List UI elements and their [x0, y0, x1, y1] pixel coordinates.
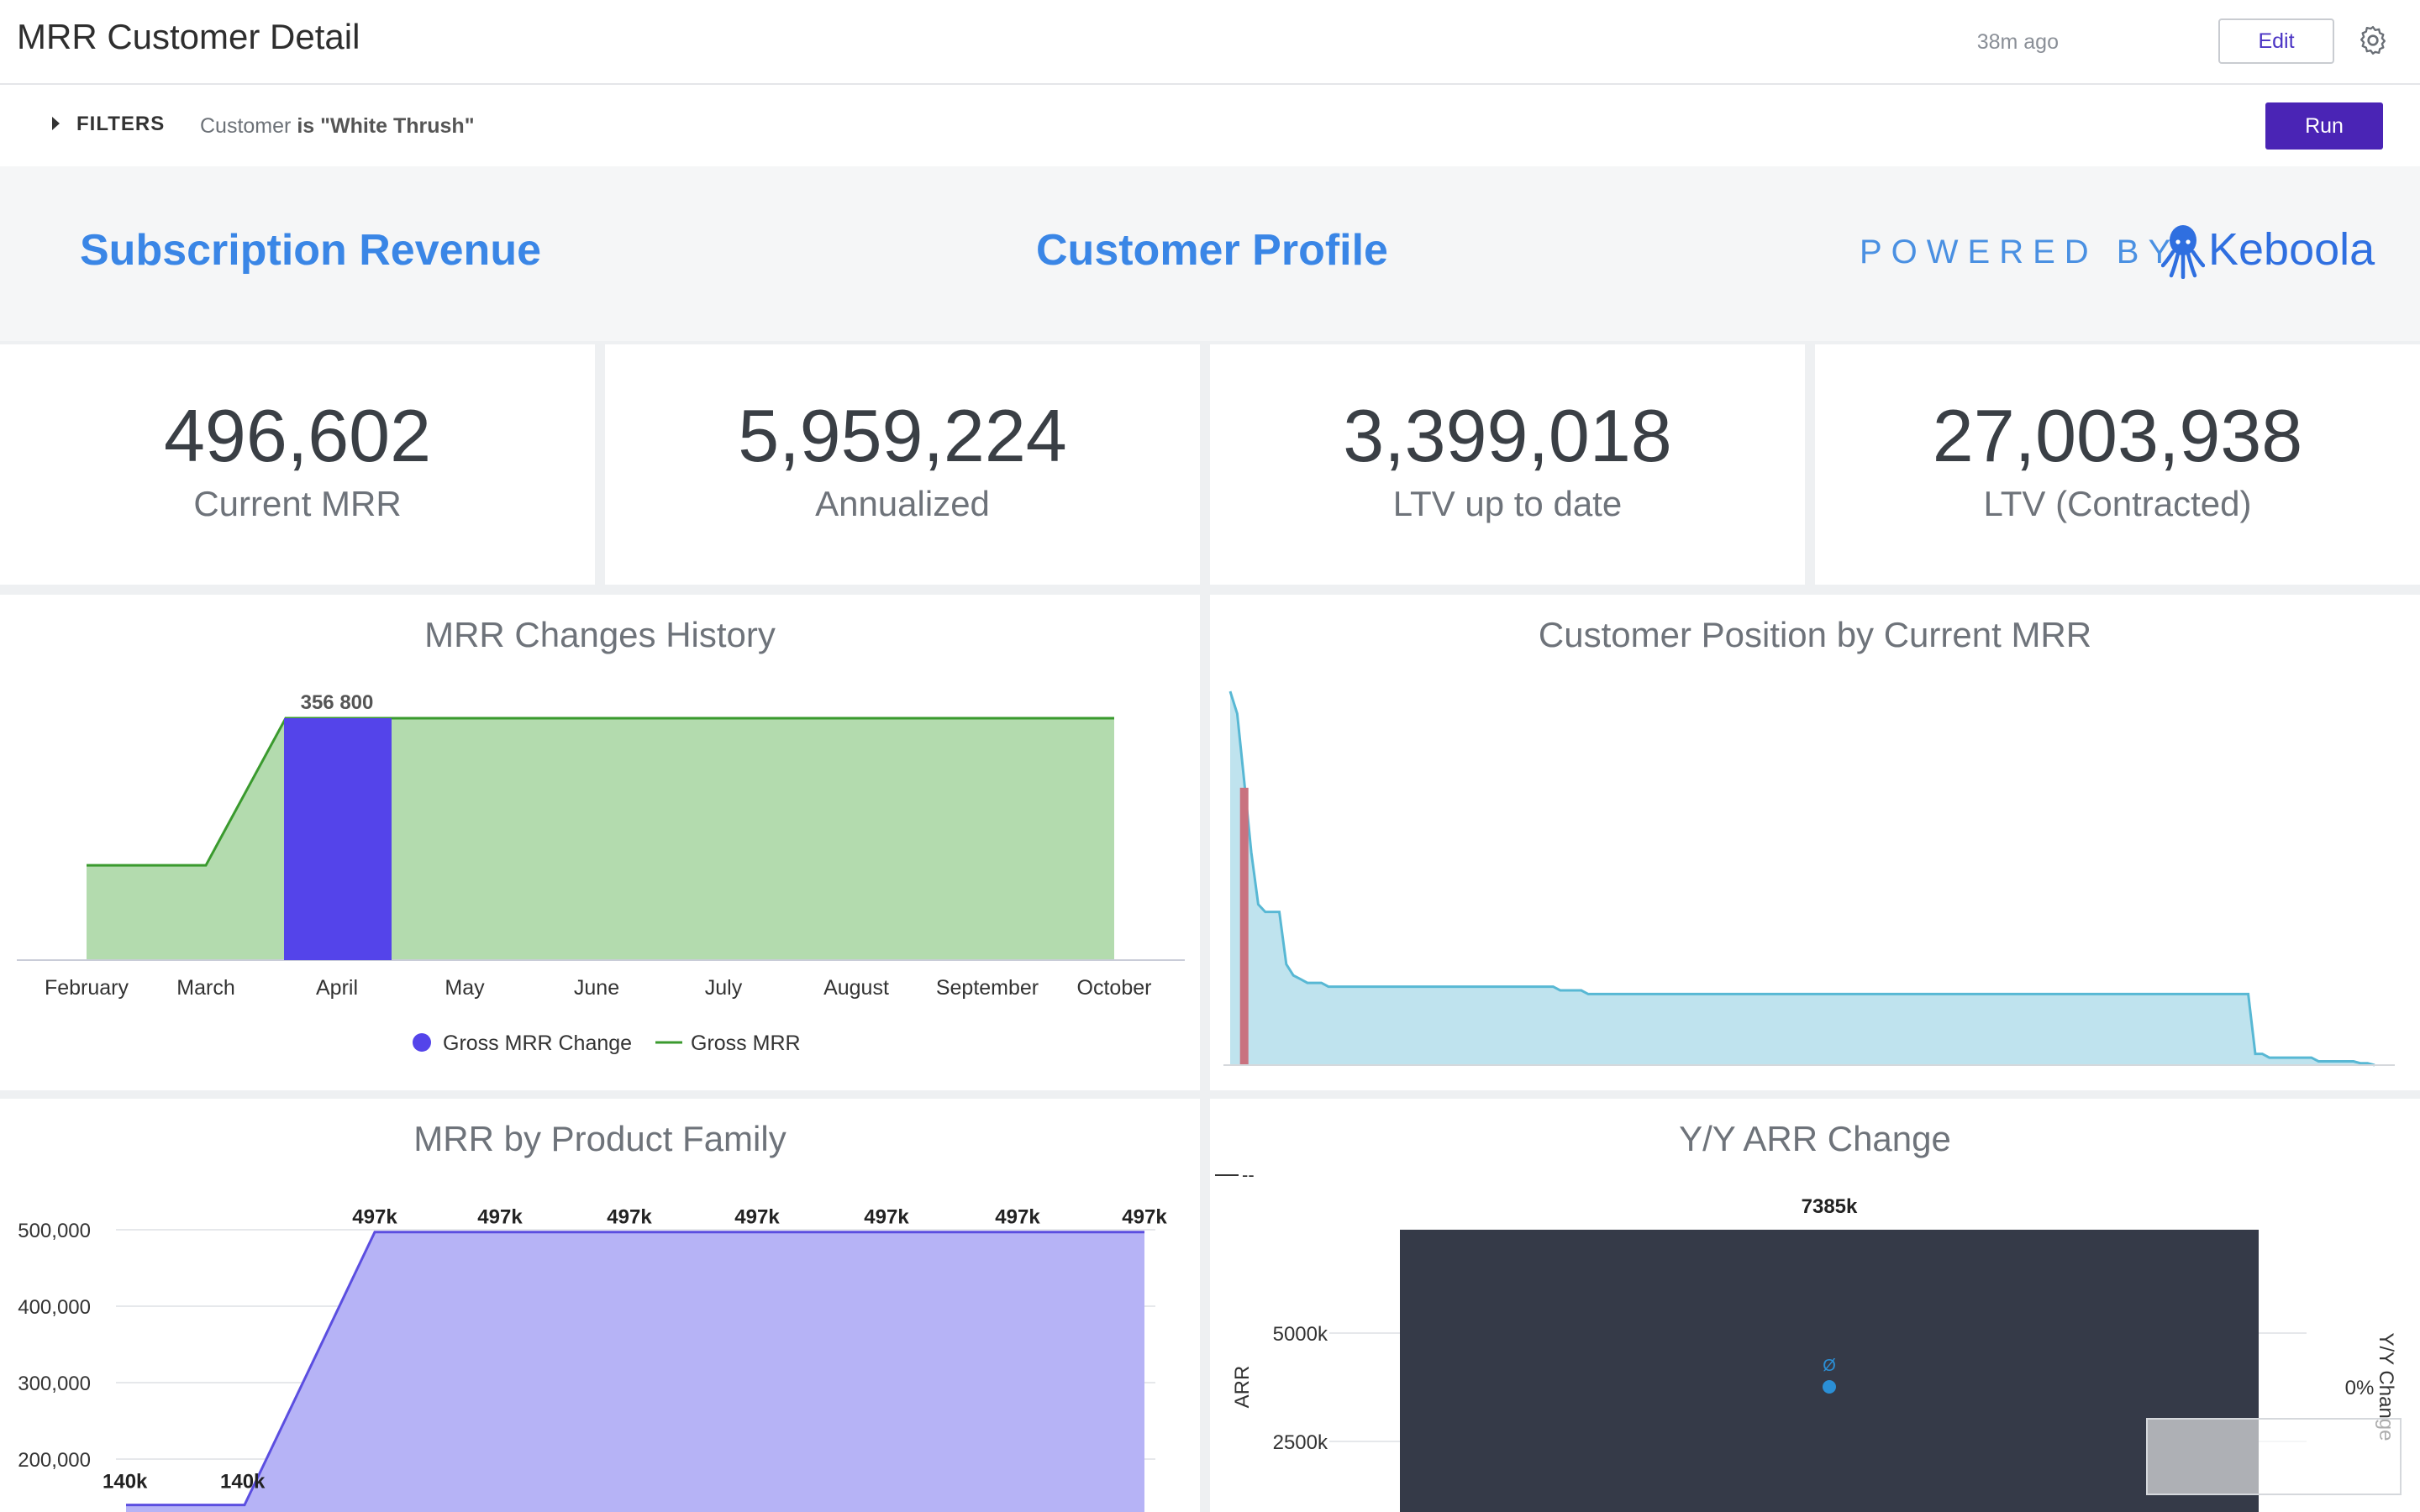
x-tick-label: October	[1077, 976, 1152, 1000]
data-label: 497k	[734, 1206, 780, 1229]
kpi-value: 3,399,018	[1343, 394, 1672, 477]
gross-mrr-area	[87, 718, 1114, 960]
data-label: 497k	[477, 1206, 523, 1229]
chart-title: Y/Y ARR Change	[1679, 1119, 1951, 1158]
kpi-card-ltv-contracted: 27,003,938 LTV (Contracted)	[1815, 344, 2420, 585]
kpi-card-current-mrr: 496,602 Current MRR	[0, 344, 595, 585]
data-label: 497k	[352, 1206, 397, 1229]
point-label: Ø	[1823, 1357, 1836, 1375]
mrr-changes-history-panel: MRR Changes History 356 800 February March…	[0, 595, 1200, 1090]
customer-profile-heading: Customer Profile	[1036, 226, 1388, 275]
customer-position-chart[interactable]	[1210, 595, 2420, 1090]
product-family-area	[126, 1231, 1144, 1512]
kpi-label: Annualized	[815, 484, 990, 523]
data-label: 140k	[220, 1471, 266, 1494]
customer-position-panel: Customer Position by Current MRR	[1210, 595, 2420, 1090]
mrr-by-product-family-chart[interactable]: 500,000 400,000 300,000 200,000 140k 140k 497k…	[0, 1099, 1200, 1512]
mrr-position-line	[1228, 690, 2375, 1067]
subscription-revenue-heading: Subscription Revenue	[80, 226, 541, 275]
kpi-label: LTV up to date	[1392, 484, 1623, 523]
data-label: 7385k	[1802, 1195, 1858, 1218]
x-tick-label: April	[316, 976, 358, 1000]
mrr-by-product-family-panel: MRR by Product Family 500,000 400,000 300,…	[0, 1099, 1200, 1512]
last-run-time: 38m ago	[1976, 30, 2059, 54]
filters-bar	[0, 85, 2420, 166]
legend-swatch-gross-mrr-change	[413, 1033, 431, 1052]
banner	[0, 166, 2420, 341]
data-label: 140k	[103, 1471, 148, 1494]
kpi-label: LTV (Contracted)	[1983, 484, 2252, 523]
mrr-position-area	[1230, 691, 2375, 1065]
filter-operator: is	[297, 114, 315, 138]
gear-icon[interactable]	[2356, 24, 2390, 57]
kpi-card-annualized: 5,959,224 Annualized	[605, 344, 1200, 585]
data-label: 497k	[864, 1206, 909, 1229]
current-customer-marker	[1239, 787, 1249, 1065]
y-tick-label: 400,000	[18, 1296, 91, 1319]
arr-bar	[1400, 1229, 2259, 1512]
y-tick-label: 200,000	[18, 1449, 91, 1472]
yy-change-point	[1823, 1380, 1836, 1394]
filters-toggle[interactable]: FILTERS	[76, 113, 166, 135]
page-title: MRR Customer Detail	[17, 17, 360, 56]
x-tick-label: September	[936, 976, 1039, 1000]
x-tick-label: July	[705, 976, 743, 1000]
powered-by-label: POWERED BY	[1860, 234, 2181, 270]
legend-label: Gross MRR	[691, 1032, 801, 1055]
legend-label: --	[1242, 1164, 1255, 1185]
y-tick-label: 5000k	[1273, 1323, 1328, 1346]
filter-field: Customer	[200, 114, 292, 138]
chart-title: Customer Position by Current MRR	[1538, 615, 2092, 654]
kpi-card-ltv-up-to-date: 3,399,018 LTV up to date	[1210, 344, 1805, 585]
y-tick-label: 300,000	[18, 1373, 91, 1395]
x-tick-label: June	[574, 976, 619, 1000]
data-label: 356 800	[301, 691, 374, 714]
y-axis-label: ARR	[1231, 1366, 1254, 1409]
chart-title: MRR Changes History	[424, 615, 776, 654]
product-family-line	[126, 1231, 1144, 1507]
data-label: 497k	[1122, 1206, 1167, 1229]
x-tick-label: May	[445, 976, 485, 1000]
filter-value: "White Thrush"	[320, 114, 475, 138]
x-tick-label: February	[45, 976, 129, 1000]
gross-mrr-change-bar	[284, 718, 392, 960]
run-button[interactable]: Run	[2265, 102, 2383, 150]
chart-title: MRR by Product Family	[413, 1119, 786, 1158]
y-tick-label: 500,000	[18, 1220, 91, 1242]
y2-tick-label: 0%	[2345, 1377, 2375, 1399]
chart-navigator[interactable]	[2146, 1418, 2402, 1495]
kpi-value: 496,602	[163, 394, 432, 477]
expand-caret-icon[interactable]	[52, 117, 60, 130]
legend-label: Gross MRR Change	[443, 1032, 632, 1055]
x-tick-label: March	[176, 976, 234, 1000]
kpi-label: Current MRR	[193, 484, 402, 523]
data-label: 497k	[995, 1206, 1040, 1229]
kpi-value: 27,003,938	[1932, 394, 2303, 477]
gross-mrr-line	[87, 717, 1114, 867]
x-tick-label: August	[823, 976, 889, 1000]
y-tick-label: 2500k	[1273, 1431, 1328, 1454]
keboola-brand: Keboola	[2208, 224, 2375, 275]
data-label: 497k	[607, 1206, 652, 1229]
mrr-changes-history-chart[interactable]: 356 800 February March April May June July Augu…	[0, 595, 1200, 1090]
octopus-logo-icon	[2161, 225, 2205, 279]
top-header	[0, 0, 2420, 85]
kpi-value: 5,959,224	[738, 394, 1067, 477]
filter-summary[interactable]: Customer is "White Thrush"	[200, 114, 475, 139]
edit-button[interactable]: Edit	[2218, 18, 2334, 64]
